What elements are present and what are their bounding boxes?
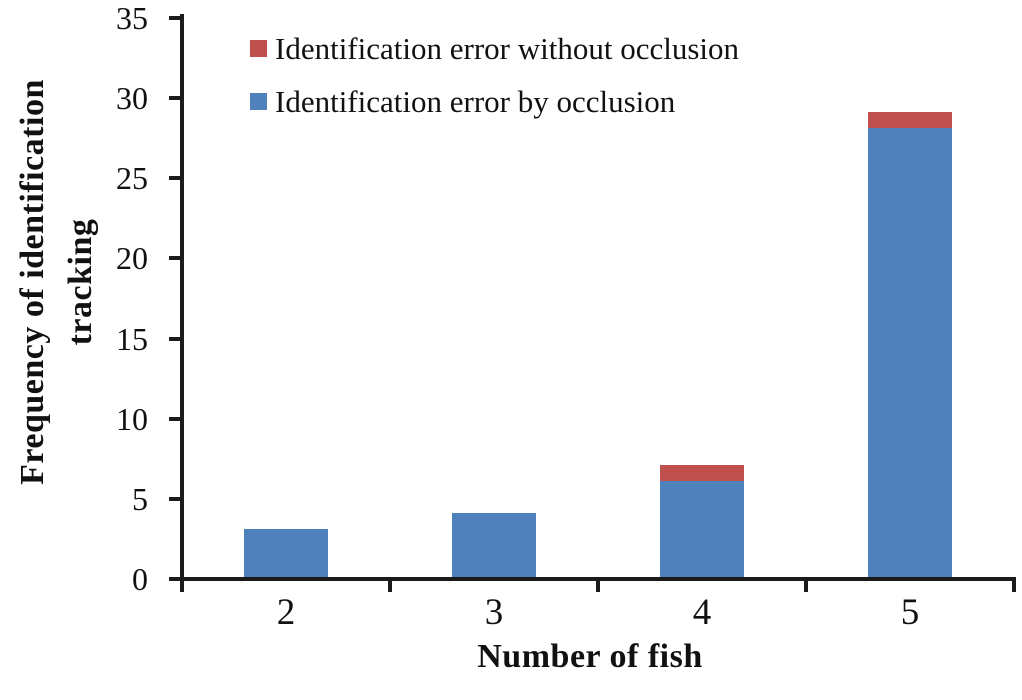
y-tick bbox=[169, 416, 182, 421]
y-tick-label: 25 bbox=[116, 160, 148, 197]
x-tick bbox=[804, 577, 808, 592]
y-tick bbox=[169, 336, 182, 341]
x-axis-title: Number of fish bbox=[477, 638, 703, 675]
x-tick bbox=[1012, 577, 1016, 592]
x-tick-label: 3 bbox=[484, 592, 504, 633]
legend-item-by-occlusion: Identification error by occlusion bbox=[250, 84, 739, 118]
y-tick bbox=[169, 96, 182, 101]
x-tick bbox=[388, 577, 392, 592]
y-tick bbox=[169, 496, 182, 501]
chart-legend: Identification error without occlusion I… bbox=[250, 31, 739, 137]
legend-swatch-blue bbox=[250, 92, 267, 110]
legend-label: Identification error without occlusion bbox=[275, 30, 740, 66]
x-tick bbox=[180, 577, 184, 592]
bar-segment-no-occlusion-fish-5 bbox=[868, 112, 952, 129]
y-tick-label: 20 bbox=[116, 240, 148, 277]
bar-segment-occlusion-fish-4 bbox=[660, 480, 744, 577]
y-tick-label: 10 bbox=[116, 400, 148, 437]
y-axis-title-line2: tracking bbox=[62, 218, 99, 346]
y-tick bbox=[169, 16, 182, 20]
y-axis-line bbox=[180, 14, 184, 581]
legend-item-without-occlusion: Identification error without occlusion bbox=[250, 31, 739, 65]
x-tick bbox=[596, 577, 600, 592]
y-tick bbox=[169, 176, 182, 181]
bar-segment-no-occlusion-fish-4 bbox=[660, 464, 744, 481]
legend-label: Identification error by occlusion bbox=[275, 83, 676, 119]
y-tick-label: 35 bbox=[116, 0, 148, 36]
y-tick-label: 15 bbox=[116, 320, 148, 357]
x-tick-label: 5 bbox=[900, 592, 920, 633]
bar-segment-occlusion-fish-5 bbox=[868, 128, 952, 577]
y-tick-label: 5 bbox=[132, 480, 148, 517]
legend-swatch-red bbox=[250, 39, 267, 57]
y-tick bbox=[169, 577, 182, 581]
y-axis-title-line1: Frequency of identification bbox=[14, 79, 51, 485]
bar-segment-occlusion-fish-3 bbox=[452, 512, 536, 577]
x-tick-label: 4 bbox=[692, 592, 712, 633]
y-tick-label: 30 bbox=[116, 80, 148, 117]
x-tick-label: 2 bbox=[276, 592, 296, 633]
y-tick-label: 0 bbox=[132, 561, 148, 597]
y-tick bbox=[169, 256, 182, 261]
bar-segment-occlusion-fish-2 bbox=[244, 528, 328, 577]
y-axis-title: Frequency of identification tracking bbox=[9, 52, 105, 512]
